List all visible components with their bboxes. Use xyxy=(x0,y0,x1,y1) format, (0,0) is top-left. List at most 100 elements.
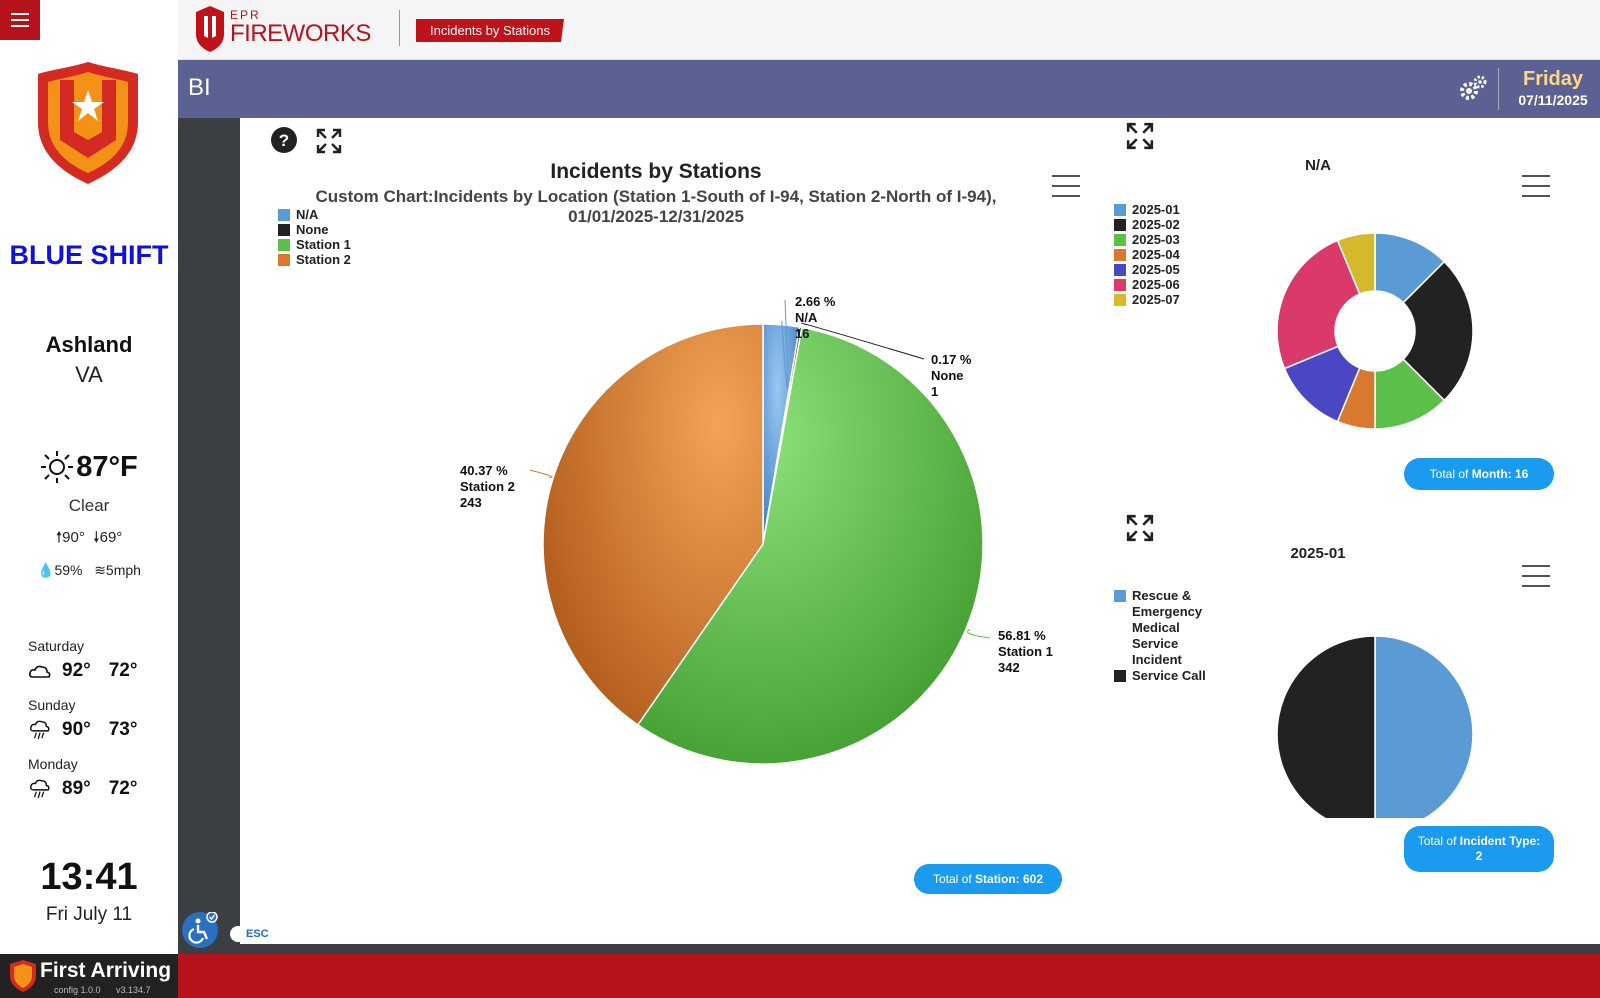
pie-slice[interactable] xyxy=(542,323,764,726)
legend-swatch[interactable] xyxy=(1114,590,1126,602)
forecast-day: Monday 89° 72° xyxy=(28,756,168,800)
forecast-day-name: Saturday xyxy=(28,638,85,654)
accessibility-button[interactable] xyxy=(182,911,218,948)
pie-slice[interactable] xyxy=(636,326,984,765)
arrow-up-icon: 🠕 xyxy=(55,529,63,546)
forecast-low: 73° xyxy=(108,719,138,740)
legend-swatch[interactable] xyxy=(1114,234,1126,246)
fireworks-logo-icon xyxy=(196,6,224,52)
sidebar: BLUE SHIFT Ashland VA 87°F Clear 🠕90° 🠗6… xyxy=(0,0,178,954)
hamburger-menu-button[interactable] xyxy=(0,0,40,40)
humidity-value: 59% xyxy=(54,562,83,578)
hamburger-icon xyxy=(11,19,29,21)
forecast-low: 72° xyxy=(108,778,138,799)
data-label: 56.81 % xyxy=(998,628,1046,643)
settings-gears-icon[interactable] xyxy=(1458,74,1488,104)
clock-time: 13:41 xyxy=(40,856,138,898)
legend-item[interactable]: Station 2 xyxy=(296,252,351,267)
top-bar: EPR FIREWORKS Incidents by Stations xyxy=(178,0,1600,60)
incidents-by-stations-chart: Incidents by Stations Custom Chart:Incid… xyxy=(278,160,1053,765)
chart-menu-icon[interactable] xyxy=(1522,564,1550,588)
legend-item[interactable]: None xyxy=(296,222,329,237)
month-total-badge: Total of Month: 16 xyxy=(1404,458,1554,490)
chart-subtitle: 01/01/2025-12/31/2025 xyxy=(568,207,744,226)
legend-item[interactable]: 2025-07 xyxy=(1132,292,1180,307)
legend-swatch[interactable] xyxy=(278,224,290,236)
legend-swatch[interactable] xyxy=(278,254,290,266)
partly-cloudy-icon xyxy=(29,665,51,678)
forecast-day: Saturday 92° 72° xyxy=(28,638,168,682)
fireworks-logo: EPR FIREWORKS xyxy=(194,6,371,52)
legend-item[interactable]: Service Call xyxy=(1132,668,1206,683)
chart-subtitle: Custom Chart:Incidents by Location (Stat… xyxy=(316,187,997,206)
total-value: Station: 602 xyxy=(975,872,1044,886)
help-icon[interactable]: ? xyxy=(271,127,297,153)
sun-icon xyxy=(41,451,74,483)
legend-item[interactable]: 2025-01 xyxy=(1132,202,1180,217)
legend-swatch[interactable] xyxy=(1114,670,1126,682)
legend-item[interactable]: Incident xyxy=(1132,652,1183,667)
chart-title: Incidents by Stations xyxy=(550,160,761,183)
donut-slice[interactable] xyxy=(1402,260,1474,402)
donut-slice[interactable] xyxy=(1276,239,1361,370)
brand-name: FIREWORKS xyxy=(230,20,371,47)
pie-slice[interactable] xyxy=(1276,635,1376,818)
legend-item[interactable]: 2025-06 xyxy=(1132,277,1180,292)
data-label: N/A xyxy=(795,310,818,325)
pie-slice[interactable] xyxy=(1374,635,1474,818)
legend-swatch[interactable] xyxy=(1114,279,1126,291)
svg-text:?: ? xyxy=(279,131,289,150)
app-version: v3.134.7 xyxy=(116,985,151,995)
first-arriving-shield-logo xyxy=(38,62,138,184)
thunderstorm-icon xyxy=(30,720,50,740)
chart-menu-icon[interactable] xyxy=(1052,174,1080,198)
legend-item[interactable]: Station 1 xyxy=(296,237,351,252)
label-connector xyxy=(967,628,991,639)
legend-swatch[interactable] xyxy=(1114,204,1126,216)
wind-value: 5mph xyxy=(105,562,141,578)
temperature-value: 87°F xyxy=(76,450,138,483)
legend-item[interactable]: 2025-02 xyxy=(1132,217,1180,232)
esc-button[interactable]: ESC xyxy=(230,926,276,942)
droplet-icon: 💧 xyxy=(37,562,55,578)
footer-brand-name: First Arriving xyxy=(40,959,172,982)
divider xyxy=(399,10,400,46)
legend-item[interactable]: N/A xyxy=(296,207,319,222)
forecast-high: 92° xyxy=(62,660,91,681)
left-gutter xyxy=(178,118,240,944)
legend-item[interactable]: Service xyxy=(1132,636,1178,651)
legend-item[interactable]: Emergency xyxy=(1132,604,1203,619)
data-label: 0.17 % xyxy=(931,352,972,367)
label-connector xyxy=(529,469,553,478)
legend-item[interactable]: 2025-04 xyxy=(1132,247,1180,262)
forecast-day-name: Sunday xyxy=(28,697,76,713)
forecast-low: 72° xyxy=(108,660,138,681)
legend-swatch[interactable] xyxy=(1114,264,1126,276)
data-label: None xyxy=(931,368,964,383)
station-total-badge: Total of Station: 602 xyxy=(914,864,1062,894)
shift-label: BLUE SHIFT xyxy=(9,240,169,270)
legend-item[interactable]: Medical xyxy=(1132,620,1180,635)
legend-swatch[interactable] xyxy=(1114,219,1126,231)
forecast-high: 90° xyxy=(62,719,91,740)
legend-swatch[interactable] xyxy=(1114,249,1126,261)
chart-menu-icon[interactable] xyxy=(1522,174,1550,198)
legend-item[interactable]: Rescue & xyxy=(1132,588,1191,603)
expand-icon[interactable] xyxy=(1126,514,1154,542)
expand-icon[interactable] xyxy=(316,128,342,154)
legend-item[interactable]: 2025-03 xyxy=(1132,232,1180,247)
data-label: Station 2 xyxy=(460,479,515,494)
legend-item[interactable]: 2025-05 xyxy=(1132,262,1180,277)
expand-icon[interactable] xyxy=(1126,122,1154,150)
legend-swatch[interactable] xyxy=(278,239,290,251)
data-label: 40.37 % xyxy=(460,463,508,478)
legend-swatch[interactable] xyxy=(278,209,290,221)
city: Ashland xyxy=(45,332,133,357)
donut-slice[interactable] xyxy=(1336,232,1376,296)
data-label: 342 xyxy=(998,660,1020,675)
label-connector xyxy=(800,322,925,360)
legend-swatch[interactable] xyxy=(1114,294,1126,306)
config-version: config 1.0.0 xyxy=(54,985,101,995)
total-label: Total of xyxy=(1429,467,1469,481)
humidity-wind: 💧59% ≋5mph xyxy=(0,562,178,579)
